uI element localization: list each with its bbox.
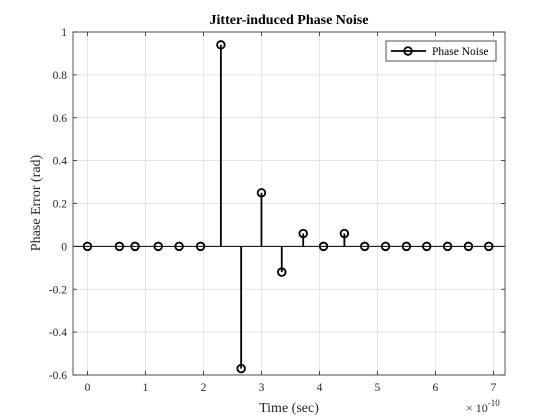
stem-marker xyxy=(298,228,308,239)
x-tick-label: 3 xyxy=(259,382,265,394)
x-tick-label: 7 xyxy=(491,382,497,394)
stem-marker xyxy=(318,241,329,252)
stem-marker xyxy=(484,241,494,252)
y-tick-label: 0.6 xyxy=(53,113,68,125)
stem-marker xyxy=(442,241,453,252)
y-tick-label: 0.4 xyxy=(53,156,68,168)
legend: Phase Noise xyxy=(385,40,497,62)
x-tick-label: 1 xyxy=(143,382,149,394)
stem-marker xyxy=(256,188,267,198)
stem-marker xyxy=(153,241,163,252)
stem-marker xyxy=(216,40,226,50)
legend-label: Phase Noise xyxy=(432,46,489,58)
stem-marker xyxy=(236,363,246,374)
axis-ticks xyxy=(73,31,505,376)
x-axis-label: Time (sec) xyxy=(259,401,319,416)
y-tick-label: -0.6 xyxy=(49,370,67,382)
stem-marker xyxy=(195,241,206,252)
stem-marker xyxy=(277,267,287,277)
stem-marker xyxy=(380,241,391,252)
legend-marker-icon xyxy=(403,46,413,56)
y-tick-label: -0.4 xyxy=(49,327,67,339)
stem-marker xyxy=(130,241,140,252)
x-tick-label: 6 xyxy=(433,382,439,394)
x-axis-multiplier: × 10-10 xyxy=(466,398,500,415)
y-axis-label: Phase Error (rad) xyxy=(29,154,44,251)
stem-marker xyxy=(82,241,93,252)
x-tick-labels: 0 1 2 3 4 5 6 7 xyxy=(85,382,497,394)
chart-title: Jitter-induced Phase Noise xyxy=(210,13,369,28)
x-tick-label: 2 xyxy=(201,382,207,394)
x-tick-label: 5 xyxy=(375,382,381,394)
y-tick-label: 1 xyxy=(61,27,67,39)
stem-marker xyxy=(401,241,412,252)
y-tick-label: -0.2 xyxy=(49,284,67,296)
stem-marker xyxy=(359,241,370,252)
x-tick-label: 4 xyxy=(317,382,323,394)
stem-marker xyxy=(463,241,474,252)
stem-marker xyxy=(174,241,184,252)
stem-marker xyxy=(422,241,432,252)
stem-marker xyxy=(339,228,350,239)
stem-marker xyxy=(114,241,125,252)
y-tick-labels: -0.6 -0.4 -0.2 0 0.2 0.4 0.6 0.8 1 xyxy=(49,27,67,382)
x-tick-label: 0 xyxy=(85,382,91,394)
legend-box xyxy=(385,40,497,62)
stem-series xyxy=(82,40,494,374)
y-tick-label: 0 xyxy=(61,241,67,253)
y-tick-label: 0.8 xyxy=(53,70,68,82)
y-tick-label: 0.2 xyxy=(53,199,68,211)
